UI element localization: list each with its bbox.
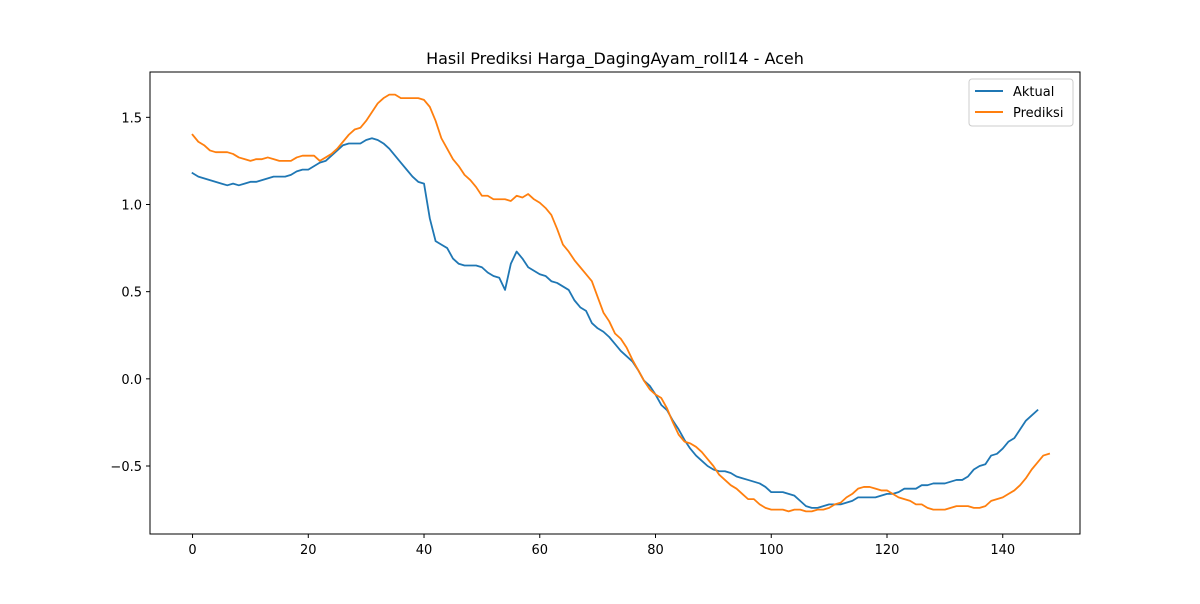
x-tick-label: 80 — [647, 543, 664, 558]
plot-frame — [149, 71, 1081, 535]
x-tick-label: 100 — [759, 543, 784, 558]
y-tick-label: 1.0 — [121, 198, 142, 213]
series-line-aktual — [191, 137, 1039, 509]
y-tick-label: −0.5 — [110, 460, 142, 475]
legend-label-prediksi: Prediksi — [1013, 106, 1063, 121]
x-tick-label: 20 — [300, 543, 317, 558]
series-line-prediksi — [191, 93, 1051, 513]
y-tick-label: 0.5 — [121, 286, 142, 301]
legend-label-aktual: Aktual — [1013, 85, 1054, 100]
legend: Aktual Prediksi — [968, 78, 1074, 127]
y-tick-label: 1.5 — [121, 111, 142, 126]
series-layer — [191, 93, 1051, 513]
x-tick-label: 40 — [416, 543, 433, 558]
x-tick-label: 0 — [188, 543, 196, 558]
y-axis: −0.5 0.0 0.5 1.0 1.5 — [110, 111, 150, 475]
x-tick-label: 120 — [875, 543, 900, 558]
chart-title: Hasil Prediksi Harga_DagingAyam_roll14 -… — [426, 49, 804, 69]
x-tick-label: 60 — [531, 543, 548, 558]
x-tick-label: 140 — [990, 543, 1015, 558]
x-axis: 0 20 40 60 80 100 120 140 — [188, 534, 1015, 558]
y-tick-label: 0.0 — [121, 373, 142, 388]
